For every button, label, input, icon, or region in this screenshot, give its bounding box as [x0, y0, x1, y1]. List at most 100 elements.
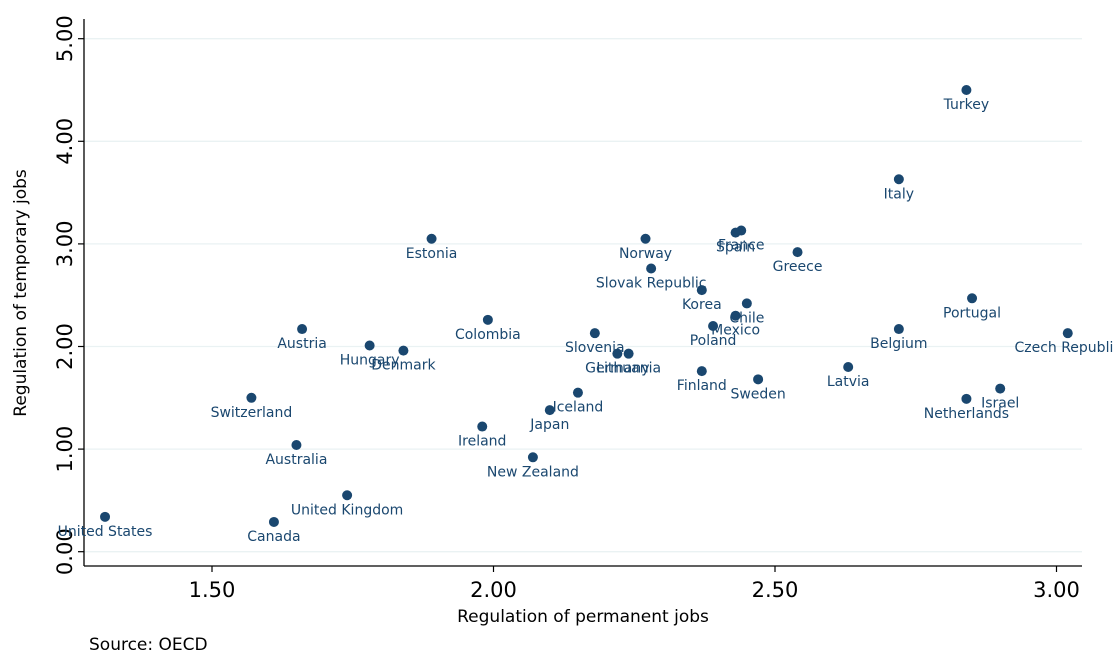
- x-tick-label: 2.50: [752, 578, 799, 602]
- point-portugal: Portugal: [943, 293, 1001, 321]
- point-label: Switzerland: [211, 405, 293, 421]
- point-label: Finland: [677, 378, 727, 394]
- point-label: Sweden: [730, 386, 785, 402]
- y-tick-label: 1.00: [53, 426, 77, 473]
- point-marker: [730, 310, 741, 321]
- point-spain: Spain: [716, 227, 755, 256]
- point-marker: [730, 227, 741, 238]
- point-marker: [893, 324, 904, 335]
- source-note: Source: OECD: [89, 635, 208, 652]
- point-label: Spain: [716, 240, 755, 256]
- point-marker: [741, 298, 752, 309]
- point-marker: [843, 362, 854, 373]
- point-label: Japan: [529, 417, 569, 433]
- point-finland: Finland: [677, 366, 727, 394]
- point-label: Israel: [981, 396, 1019, 412]
- point-austria: Austria: [277, 324, 327, 352]
- point-label: Germany: [585, 361, 649, 377]
- point-latvia: Latvia: [827, 362, 870, 390]
- point-label: New Zealand: [487, 464, 579, 480]
- point-new-zealand: New Zealand: [487, 452, 579, 480]
- point-label: Colombia: [455, 327, 521, 343]
- point-marker: [364, 340, 375, 351]
- point-marker: [961, 85, 972, 95]
- point-marker: [297, 324, 308, 335]
- point-label: Greece: [773, 259, 823, 275]
- point-hungary: Hungary: [340, 340, 400, 368]
- x-ticks: 1.50 2.00 2.50 3.00: [189, 566, 1080, 602]
- x-tick-label: 3.00: [1033, 578, 1080, 602]
- y-tick-label: 3.00: [53, 221, 77, 268]
- point-label: Latvia: [827, 374, 870, 390]
- point-marker: [589, 328, 600, 339]
- point-marker: [753, 374, 764, 385]
- point-label: Ireland: [458, 434, 506, 450]
- point-sweden: Sweden: [730, 374, 786, 402]
- point-estonia: Estonia: [406, 233, 458, 262]
- x-axis-title: Regulation of permanent jobs: [457, 607, 709, 627]
- point-marker: [268, 516, 279, 527]
- point-label: Norway: [619, 246, 672, 262]
- x-tick-label: 1.50: [189, 578, 236, 602]
- point-label: Lithuania: [596, 361, 661, 377]
- point-marker: [967, 293, 978, 304]
- y-tick-label: 2.00: [53, 323, 77, 370]
- point-label: Czech Republic: [1014, 340, 1114, 356]
- point-label: Italy: [884, 186, 914, 202]
- point-korea: Korea: [682, 285, 722, 313]
- point-lithuania: Lithuania: [596, 348, 661, 377]
- point-iceland: Iceland: [553, 387, 604, 416]
- y-tick-label: 4.00: [53, 118, 77, 165]
- point-label: Iceland: [553, 400, 604, 416]
- point-marker: [572, 387, 583, 398]
- point-germany: Germany: [585, 348, 650, 377]
- gridlines: [84, 38, 1082, 553]
- point-switzerland: Switzerland: [211, 392, 293, 421]
- point-marker: [342, 490, 353, 501]
- point-marker: [477, 421, 488, 432]
- point-label: Slovak Republic: [596, 276, 707, 292]
- y-axis-title: Regulation of temporary jobs: [11, 169, 31, 417]
- point-label: Slovenia: [565, 340, 625, 356]
- point-norway: Norway: [619, 233, 672, 262]
- point-label: Belgium: [870, 336, 927, 352]
- point-marker: [696, 285, 707, 296]
- y-tick-label: 5.00: [53, 15, 77, 62]
- point-marker: [291, 439, 302, 450]
- point-label: Estonia: [406, 246, 458, 262]
- point-slovenia: Slovenia: [565, 328, 625, 356]
- point-label: Korea: [682, 297, 722, 313]
- point-label: Turkey: [943, 97, 990, 113]
- x-tick-label: 2.00: [470, 578, 517, 602]
- point-label: Canada: [247, 529, 300, 545]
- point-marker: [640, 233, 651, 244]
- point-canada: Canada: [247, 516, 301, 545]
- point-united-kingdom: United Kingdom: [291, 490, 403, 518]
- point-marker: [1062, 328, 1073, 339]
- point-australia: Australia: [265, 439, 327, 468]
- point-marker: [398, 345, 409, 356]
- point-marker: [482, 314, 493, 325]
- point-marker: [246, 392, 257, 403]
- y-tick-label: 0.00: [53, 528, 77, 575]
- point-marker: [100, 511, 111, 522]
- point-label: United Kingdom: [291, 502, 403, 518]
- point-belgium: Belgium: [870, 324, 928, 352]
- point-ireland: Ireland: [458, 421, 506, 450]
- point-slovak-republic: Slovak Republic: [596, 263, 707, 292]
- point-label: Hungary: [340, 352, 400, 368]
- point-marker: [527, 452, 538, 463]
- point-netherlands: Netherlands: [924, 393, 1009, 422]
- point-marker: [961, 393, 972, 404]
- point-marker: [426, 233, 437, 244]
- point-marker: [708, 320, 719, 331]
- point-greece: Greece: [773, 247, 823, 275]
- point-turkey: Turkey: [943, 85, 990, 113]
- point-marker: [893, 174, 904, 185]
- point-israel: Israel: [981, 383, 1019, 412]
- point-label: France: [718, 238, 765, 254]
- point-japan: Japan: [529, 405, 569, 433]
- point-colombia: Colombia: [455, 314, 521, 343]
- point-label: Mexico: [711, 323, 760, 339]
- y-ticks: 0.00 1.00 2.00 3.00 4.00 5.00: [53, 15, 84, 575]
